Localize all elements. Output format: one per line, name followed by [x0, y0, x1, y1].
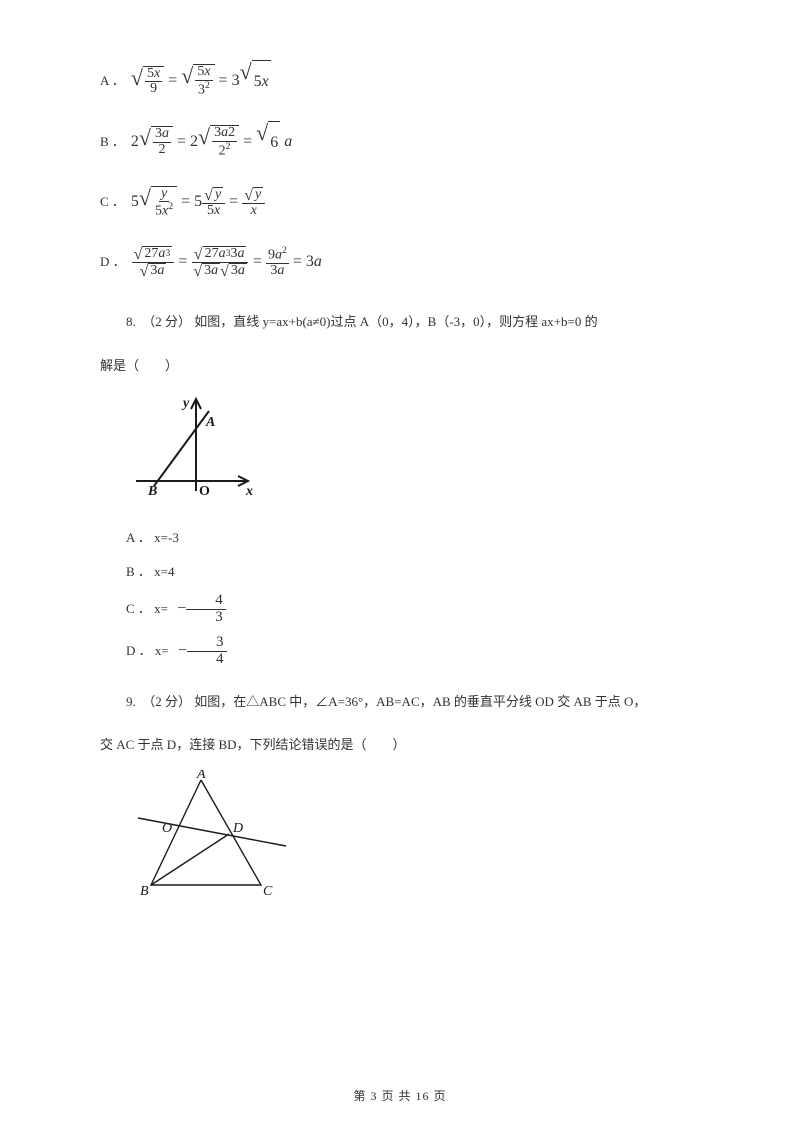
q8c-num: 4 [186, 593, 226, 610]
q8-opt-c-prefix: C ． x= [126, 601, 168, 616]
q8-opt-c: C ． x= −43 [100, 588, 710, 630]
q8d-den: 4 [187, 652, 227, 668]
formula-b: 2√3a2 = 2√3a222 = √6 a [131, 121, 292, 164]
opt-a-row: A ． √5x9 = √5x32 = 3√5x [100, 60, 710, 103]
page-footer: 第 3 页 共 16 页 [0, 1087, 800, 1104]
q9-points: （2 分） [142, 694, 191, 709]
footer-total: 16 [416, 1089, 430, 1103]
opt-letter-b: B ． [100, 125, 125, 159]
tri-c-label: C [263, 884, 273, 899]
axis-label-x: x [245, 484, 253, 499]
formula-c: 5√y5x2 = 5√y5x = √yx [131, 181, 265, 223]
tri-o-label: O [162, 821, 172, 836]
opt-b-row: B ． 2√3a2 = 2√3a222 = √6 a [100, 121, 710, 164]
opt-letter-c: C ． [100, 185, 125, 219]
q8-opt-a: A ． x=-3 [100, 521, 710, 555]
origin-label: O [199, 484, 210, 499]
q8-diagram: y x A B O [126, 391, 710, 511]
q8-opt-b: B ． x=4 [100, 555, 710, 589]
formula-a: √5x9 = √5x32 = 3√5x [131, 60, 271, 103]
q9-body2: 交 AC 于点 D，连接 BD，下列结论错误的是（ ） [100, 729, 710, 760]
q8-body2: 解是（ ） [100, 350, 710, 381]
q8-number: 8. [126, 314, 136, 329]
tri-a-label: A [196, 770, 206, 782]
point-b-label: B [147, 484, 157, 499]
q8c-neg: − [177, 600, 186, 617]
q8-opt-d: D ． x= −34 [100, 630, 710, 672]
formula-d: √27a3√3a = √27a33a√3a√3a = 9a23a = 3a [132, 241, 322, 283]
axis-label-y: y [181, 396, 190, 411]
footer-suffix: 页 [434, 1089, 447, 1103]
q8c-den: 3 [186, 610, 226, 626]
opt-letter-d: D ． [100, 245, 126, 279]
q8-points: （2 分） [142, 314, 191, 329]
footer-cur: 3 [370, 1089, 377, 1103]
q8-text: 8. （2 分） 如图，直线 y=ax+b(a≠0)过点 A（0，4），B（-3… [100, 306, 710, 337]
q9-body1: 如图，在△ABC 中，∠A=36°，AB=AC，AB 的垂直平分线 OD 交 A… [194, 694, 646, 709]
q8-opt-d-prefix: D ． x= [126, 643, 169, 658]
opt-c-row: C ． 5√y5x2 = 5√y5x = √yx [100, 181, 710, 223]
tri-d-label: D [232, 821, 243, 836]
opt-letter-a: A ． [100, 64, 125, 98]
tri-b-label: B [140, 884, 149, 899]
footer-mid: 页 共 [381, 1089, 411, 1103]
q9-number: 9. [126, 694, 136, 709]
point-a-label: A [205, 415, 215, 430]
q9-diagram: A B C O D [126, 770, 710, 900]
q8-body1: 如图，直线 y=ax+b(a≠0)过点 A（0，4），B（-3，0），则方程 a… [194, 314, 597, 329]
q9-text: 9. （2 分） 如图，在△ABC 中，∠A=36°，AB=AC，AB 的垂直平… [100, 686, 710, 717]
footer-prefix: 第 [353, 1089, 366, 1103]
opt-d-row: D ． √27a3√3a = √27a33a√3a√3a = 9a23a = 3… [100, 241, 710, 283]
q8d-neg: − [178, 642, 187, 659]
q8d-num: 3 [187, 635, 227, 652]
